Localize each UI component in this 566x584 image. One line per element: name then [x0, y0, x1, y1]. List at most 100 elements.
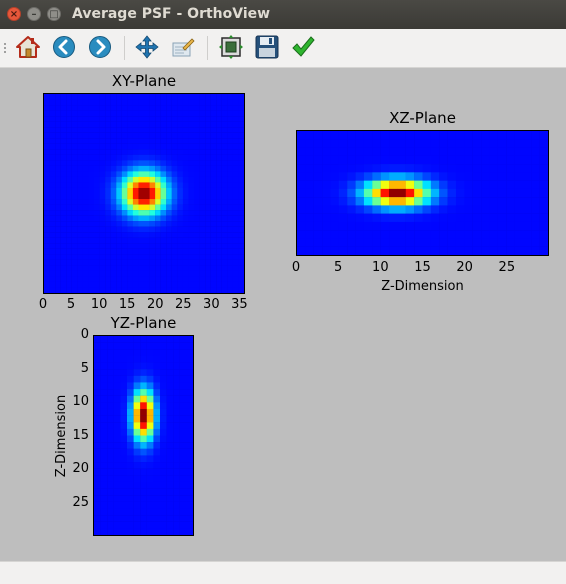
pan-button[interactable]: [133, 33, 161, 61]
figure-canvas[interactable]: XY-Plane 0 5 10 15 20 25 30 35 XZ-Plane 0 5 10 15 2…: [0, 68, 566, 561]
heatmap-cell: [77, 116, 83, 122]
heatmap-cell: [177, 116, 183, 122]
heatmap-cell: [522, 238, 532, 247]
heatmap-cell: [138, 165, 145, 172]
heatmap-cell: [199, 259, 206, 266]
heatmap-cell: [173, 442, 180, 449]
heatmap-cell: [149, 182, 156, 189]
heatmap-cell: [182, 199, 189, 205]
heatmap-cell: [455, 221, 465, 231]
heatmap-cell: [116, 138, 122, 144]
save-button[interactable]: [253, 33, 281, 61]
xz-plane-heatmap[interactable]: [296, 130, 549, 256]
heatmap-cell: [44, 248, 50, 255]
accept-button[interactable]: [289, 33, 317, 61]
minimize-icon: –: [31, 9, 37, 20]
heatmap-cell: [105, 193, 111, 200]
configure-subplots-button[interactable]: [217, 33, 245, 61]
heatmap-cell: [238, 121, 244, 128]
heatmap-cell: [60, 248, 67, 255]
heatmap-cell: [464, 155, 473, 165]
heatmap-cell: [110, 215, 117, 222]
heatmap-cell: [347, 205, 356, 214]
heatmap-cell: [216, 94, 222, 100]
heatmap-cell: [166, 232, 172, 238]
heatmap-cell: [221, 138, 228, 144]
heatmap-cell: [455, 238, 465, 247]
heatmap-cell: [71, 221, 78, 227]
heatmap-cell: [99, 94, 106, 100]
heatmap-cell: [171, 105, 178, 111]
heatmap-cell: [88, 243, 95, 249]
home-button[interactable]: [14, 33, 42, 61]
heatmap-cell: [55, 193, 61, 200]
toolbar-grip-handle[interactable]: [3, 42, 7, 54]
xy-plane-heatmap[interactable]: [43, 93, 245, 294]
window-minimize-button[interactable]: –: [27, 7, 41, 21]
back-button[interactable]: [50, 33, 78, 61]
heatmap-cell: [481, 147, 490, 156]
heatmap-cell: [194, 221, 200, 227]
heatmap-cell: [539, 131, 548, 140]
heatmap-cell: [179, 495, 187, 502]
heatmap-cell: [186, 415, 193, 423]
heatmap-cell: [44, 94, 50, 100]
heatmap-cell: [171, 94, 178, 100]
heatmap-cell: [116, 160, 122, 166]
heatmap-cell: [127, 210, 133, 216]
heatmap-cell: [210, 138, 217, 144]
heatmap-cell: [132, 237, 139, 244]
heatmap-cell: [232, 204, 239, 211]
window-maximize-button[interactable]: □: [47, 7, 61, 21]
heatmap-cell: [397, 205, 406, 214]
heatmap-cell: [146, 369, 154, 376]
heatmap-cell: [99, 187, 106, 194]
heatmap-cell: [100, 382, 108, 390]
heatmap-cell: [210, 176, 217, 183]
heatmap-cell: [194, 254, 200, 260]
heatmap-cell: [127, 237, 133, 244]
home-icon: [16, 36, 40, 58]
heatmap-cell: [116, 259, 122, 266]
heatmap-cell: [132, 248, 139, 255]
heatmap-cell: [481, 246, 490, 255]
forward-button[interactable]: [86, 33, 114, 61]
heatmap-cell: [82, 243, 89, 249]
heatmap-cell: [238, 237, 244, 244]
heatmap-cell: [160, 237, 167, 244]
heatmap-cell: [44, 127, 50, 133]
heatmap-cell: [113, 375, 121, 383]
window-close-button[interactable]: ×: [7, 7, 21, 21]
heatmap-cell: [179, 415, 187, 423]
zoom-button[interactable]: [169, 33, 197, 61]
heatmap-cell: [133, 428, 141, 436]
heatmap-cell: [88, 199, 95, 205]
heatmap-cell: [105, 182, 111, 189]
yz-plane-heatmap[interactable]: [93, 335, 194, 536]
heatmap-cell: [144, 165, 150, 172]
heatmap-cell: [49, 259, 56, 266]
heatmap-cell: [94, 210, 100, 216]
heatmap-cell: [66, 226, 72, 233]
heatmap-cell: [113, 342, 121, 350]
heatmap-cell: [71, 281, 78, 288]
heatmap-cell: [199, 265, 206, 271]
heatmap-cell: [405, 197, 415, 206]
heatmap-cell: [171, 204, 178, 211]
heatmap-cell: [531, 188, 540, 198]
heatmap-cell: [455, 205, 465, 214]
heatmap-cell: [330, 221, 340, 231]
heatmap-cell: [55, 149, 61, 155]
heatmap-cell: [173, 382, 180, 390]
heatmap-cell: [113, 508, 121, 516]
heatmap-cell: [77, 210, 83, 216]
heatmap-cell: [144, 160, 150, 166]
heatmap-cell: [49, 116, 56, 122]
heatmap-cell: [177, 110, 183, 117]
heatmap-cell: [110, 210, 117, 216]
heatmap-cell: [77, 94, 83, 100]
heatmap-cell: [127, 475, 134, 483]
heatmap-cell: [138, 204, 145, 211]
heatmap-cell: [133, 488, 141, 496]
heatmap-cell: [447, 197, 457, 206]
